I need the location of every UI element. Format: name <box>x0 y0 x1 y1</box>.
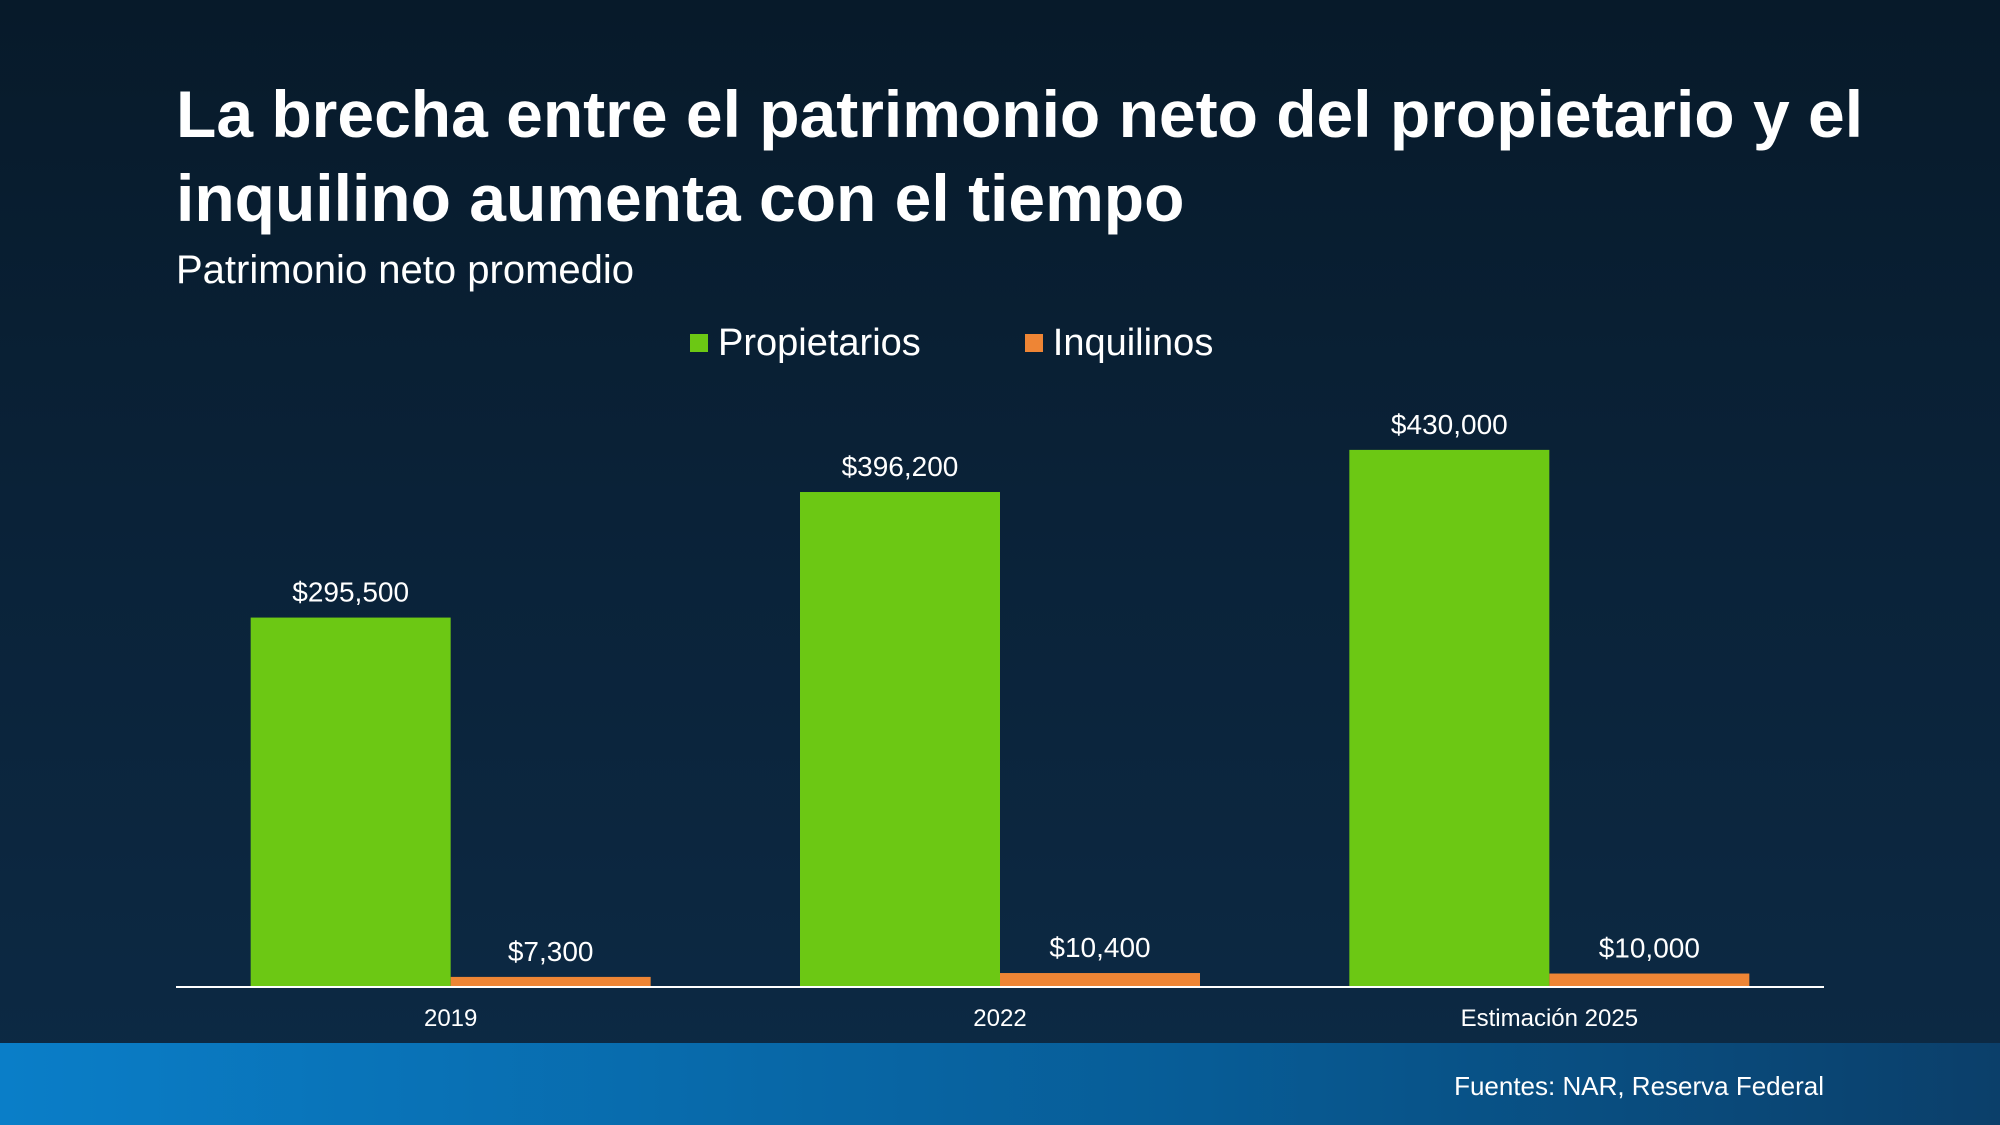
bar-renters-0 <box>450 976 651 986</box>
chart-legend: Propietarios Inquilinos <box>690 318 1213 368</box>
data-label-renters-1: $10,400 <box>1049 932 1150 963</box>
source-text: Fuentes: NAR, Reserva Federal <box>1454 1071 1824 1101</box>
bar-chart: $295,500 $7,300 2019 $396,200 $10,400 2022 $43… <box>250 409 1750 1032</box>
x-tick-label-2: Estimación 2025 <box>1461 1005 1638 1032</box>
data-label-owners-0: $295,500 <box>292 577 409 608</box>
bar-renters-1 <box>1000 973 1200 986</box>
legend-label-owners: Propietarios <box>718 321 921 364</box>
data-label-owners-2: $430,000 <box>1391 409 1508 440</box>
legend-label-renters: Inquilinos <box>1052 321 1214 364</box>
legend-item-renters: Inquilinos <box>1024 321 1214 365</box>
data-label-renters-0: $7,300 <box>508 936 594 967</box>
footer-bar: Fuentes: NAR, Reserva Federal <box>0 1043 2000 1125</box>
data-label-owners-1: $396,200 <box>842 451 959 482</box>
x-tick-label-1: 2022 <box>973 1005 1026 1032</box>
chart-subtitle: Patrimonio neto promedio <box>176 248 635 292</box>
data-label-renters-2: $10,000 <box>1599 933 1700 964</box>
bar-owners-2 <box>1349 449 1550 987</box>
bar-renters-2 <box>1549 973 1750 986</box>
bar-owners-1 <box>800 492 1000 986</box>
page-title: La brecha entre el patrimonio neto del p… <box>176 77 1864 235</box>
legend-item-owners: Propietarios <box>690 322 921 365</box>
x-tick-label-0: 2019 <box>424 1005 477 1032</box>
legend-swatch-owners <box>690 334 708 352</box>
legend-swatch-renters <box>1024 334 1043 352</box>
bar-owners-0 <box>250 617 451 986</box>
